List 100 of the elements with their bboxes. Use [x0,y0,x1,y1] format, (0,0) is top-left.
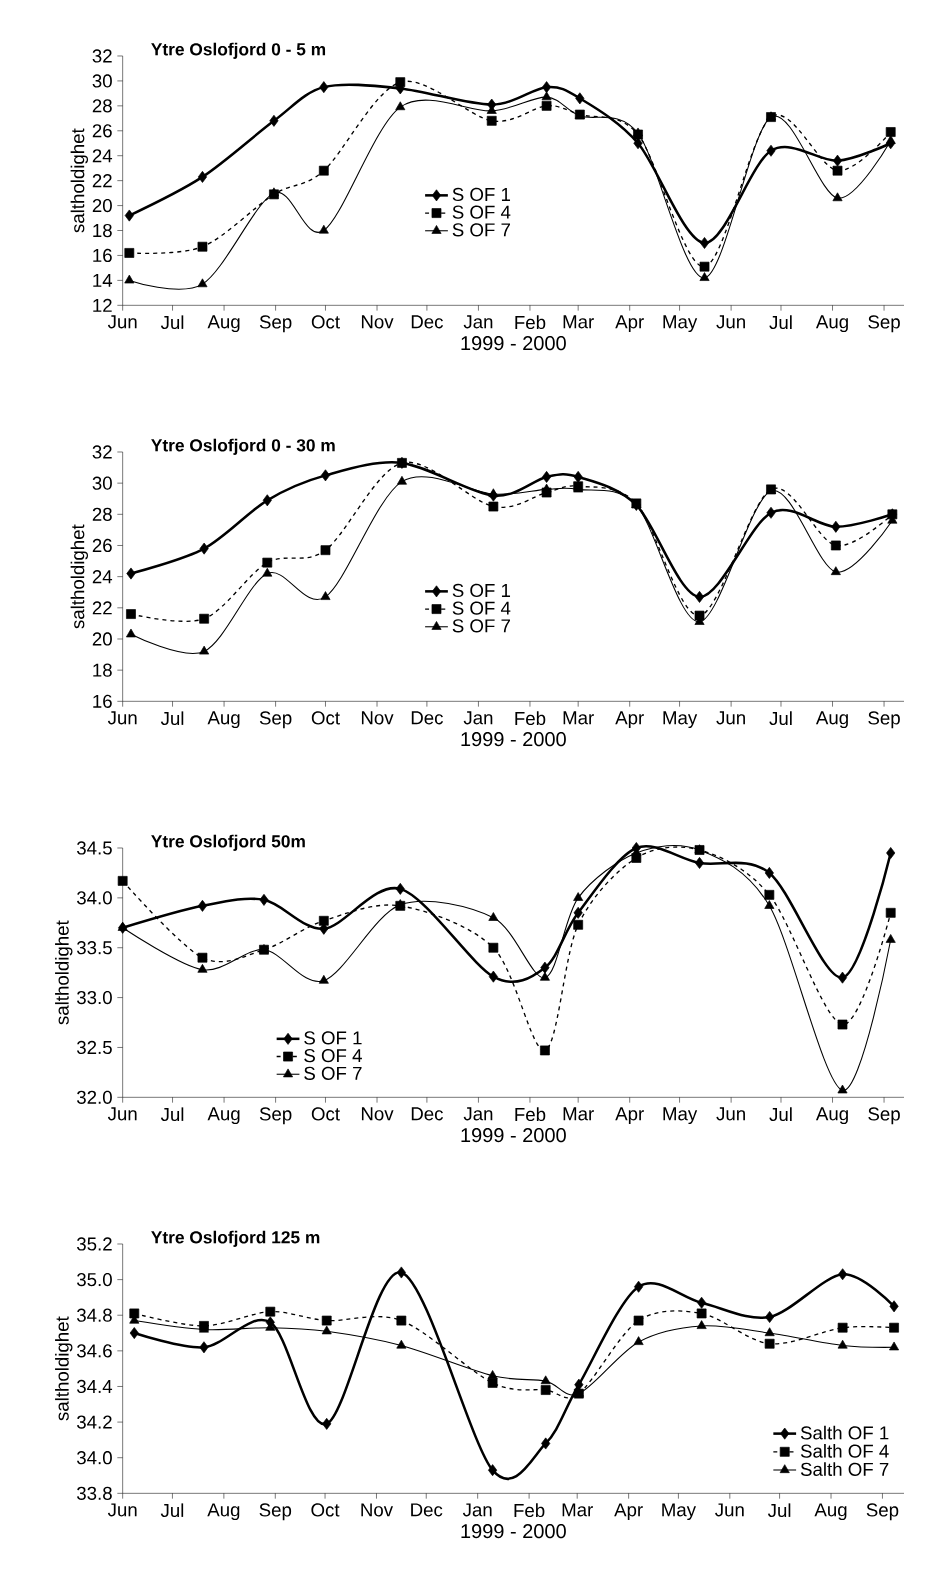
x-tick-label: Aug [814,1503,847,1521]
x-tick-label: Aug [207,1503,240,1521]
x-axis-title: 1999 - 2000 [461,336,566,351]
x-tick-label: Oct [311,1107,340,1121]
x-tick-label: Apr [614,1503,643,1521]
x-tick-label: Dec [411,1503,443,1517]
legend-label: S OF 4 [452,205,511,219]
x-tick-label: Jul [769,315,792,330]
x-tick-label: Nov [361,315,394,329]
x-axis-title: 1999 - 2000 [461,1128,566,1143]
x-tick-label: May [663,711,698,729]
x-tick-label: Aug [207,711,240,729]
y-tick-label: 30 [92,476,112,490]
legend-label: S OF 7 [452,619,510,633]
x-tick-label: Jul [767,1503,791,1518]
x-tick-label: May [663,1107,698,1125]
y-tick-label: 16 [93,248,112,263]
x-tick-label: Jan [463,1107,493,1121]
x-tick-label: Jun [715,1503,744,1517]
legend-label: S OF 1 [452,187,511,202]
y-tick-label: 18 [93,663,112,677]
x-tick-label: Sep [259,711,292,729]
x-tick-label: Nov [361,711,394,725]
x-tick-label: Sep [868,315,900,333]
x-tick-label: Mar [563,711,594,725]
y-tick-label: 32 [92,49,112,63]
x-tick-label: Sep [259,1503,292,1521]
x-tick-label: Jun [716,1107,745,1121]
x-tick-label: Jun [107,1503,137,1517]
x-tick-label: Aug [815,711,848,729]
x-tick-label: Sep [259,315,292,333]
chart-title: Ytre Oslofjord 0 - 5 m [151,42,326,59]
chart-title: Ytre Oslofjord 50m [151,834,305,851]
x-tick-label: Jul [769,1107,792,1122]
x-tick-label: Aug [815,315,848,333]
x-tick-label: Feb [514,1503,545,1518]
x-tick-label: Jan [463,315,493,329]
x-tick-label: Sep [868,711,900,729]
y-tick-label: 20 [92,198,112,213]
chart-title: Ytre Oslofjord 0 - 30 m [151,438,335,455]
legend-label: S OF 7 [452,223,510,237]
y-axis-title: saltholdighet [70,524,89,629]
x-tick-label: Aug [207,315,240,333]
x-tick-label: Sep [868,1107,900,1125]
legend-label: S OF 1 [452,583,511,598]
y-tick-label: 18 [93,223,112,238]
y-tick-label: 34.2 [77,1415,112,1429]
y-tick-label: 32.5 [77,1040,112,1055]
x-tick-label: Mar [563,315,594,329]
y-tick-label: 34.5 [77,841,112,855]
x-tick-label: Oct [311,1503,340,1517]
x-tick-label: Jun [107,315,137,329]
x-tick-label: Apr [615,1107,644,1125]
x-tick-label: Jun [107,1107,137,1121]
x-tick-label: Jul [160,1107,184,1122]
y-tick-label: 14 [93,273,113,287]
x-tick-label: Apr [615,711,644,729]
x-tick-label: May [662,1503,696,1521]
y-tick-label: 35.2 [77,1237,112,1251]
y-tick-label: 26 [92,538,112,553]
x-tick-label: Feb [515,1107,546,1122]
legend-label: S OF 4 [304,1049,362,1063]
x-tick-label: Jul [160,1503,184,1518]
x-tick-label: Mar [562,1503,593,1517]
x-tick-label: Aug [815,1107,848,1125]
x-tick-label: Nov [361,1503,393,1517]
x-tick-label: Feb [515,711,546,726]
x-tick-label: Aug [207,1107,240,1125]
legend-label: S OF 7 [304,1066,362,1080]
y-tick-label: 33.5 [77,941,112,955]
x-tick-label: Oct [311,315,340,329]
x-tick-label: Jan [462,1503,492,1517]
x-axis-title: 1999 - 2000 [461,1524,566,1539]
y-tick-label: 35.0 [77,1272,112,1287]
y-tick-label: 20 [92,632,112,646]
y-tick-label: 22 [92,601,112,615]
y-tick-label: 12 [93,298,112,312]
y-axis-title: saltholdighet [55,920,73,1025]
y-tick-label: 24 [92,149,113,163]
y-axis-title: saltholdighet [55,1316,73,1421]
y-tick-label: 33.0 [77,990,112,1005]
y-tick-label: 34.0 [77,891,112,905]
x-tick-label: Jan [463,711,493,725]
x-tick-label: Mar [563,1107,594,1121]
y-tick-label: 22 [92,174,112,188]
y-tick-label: 30 [92,74,112,88]
legend-label: S OF 4 [452,601,511,615]
x-tick-label: Jul [160,711,184,726]
legend-label: Salth OF 7 [800,1462,889,1476]
x-tick-label: Dec [411,315,443,329]
y-tick-label: 32.0 [77,1090,112,1104]
legend-label: Salth OF 4 [800,1444,889,1458]
y-tick-label: 16 [93,694,112,708]
x-tick-label: Dec [411,711,443,725]
legend-label: S OF 1 [304,1031,362,1045]
y-tick-label: 34.0 [77,1451,112,1465]
x-tick-label: Oct [311,711,340,725]
y-tick-label: 28 [92,507,112,521]
x-tick-label: Dec [411,1107,443,1121]
x-axis-title: 1999 - 2000 [461,732,566,747]
